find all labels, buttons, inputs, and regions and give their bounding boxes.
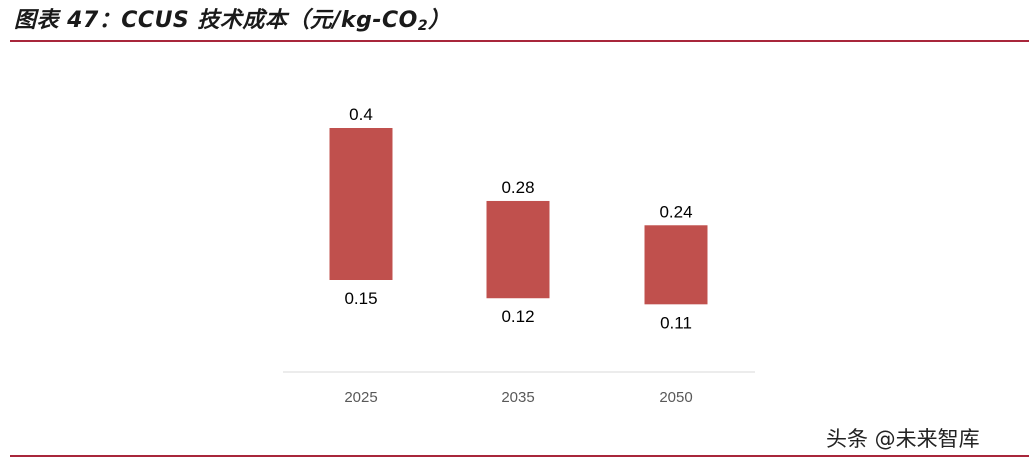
- bar-2035: [486, 200, 550, 299]
- chart-title-subscript: 2: [417, 18, 429, 34]
- x-tick-label-2050: 2050: [659, 389, 692, 406]
- chart-title: 图表 47：CCUS 技术成本（元/kg-CO2）: [14, 2, 451, 34]
- bar-2050: [644, 225, 708, 305]
- bar-2025: [329, 128, 393, 280]
- chart-title-suffix: ）: [428, 8, 451, 33]
- data-label-high-2050: 0.24: [659, 202, 692, 221]
- data-label-low-2035: 0.12: [501, 307, 534, 326]
- x-tick-label-2025: 2025: [344, 389, 377, 406]
- bottom-divider: [10, 455, 1029, 457]
- data-label-low-2050: 0.11: [660, 313, 692, 332]
- watermark: 头条 @未来智库: [826, 427, 980, 451]
- x-tick-label-2035: 2035: [501, 389, 534, 406]
- data-label-high-2025: 0.4: [349, 105, 373, 124]
- data-label-low-2025: 0.15: [344, 289, 377, 308]
- top-divider: [10, 40, 1029, 42]
- chart-title-text: 图表 47：CCUS 技术成本（元/kg-CO: [14, 8, 418, 33]
- data-label-high-2035: 0.28: [501, 178, 534, 197]
